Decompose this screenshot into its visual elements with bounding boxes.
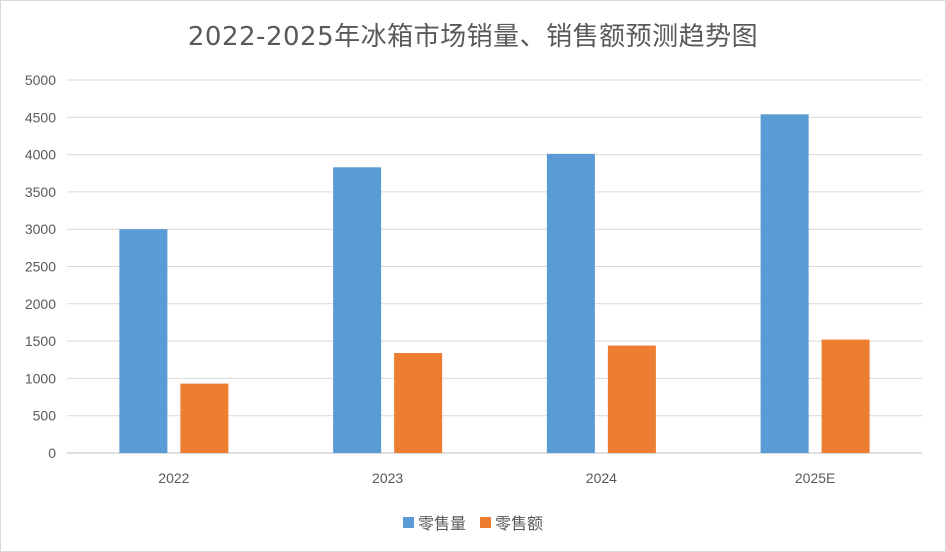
- legend-item-series-0: 零售量: [402, 510, 466, 534]
- chart-title: 2022-2025年冰箱市场销量、销售额预测趋势图: [187, 22, 759, 52]
- y-tick-label: 4000: [25, 147, 56, 163]
- legend-label-series-1: 零售额: [495, 514, 544, 533]
- y-tick-label: 2000: [25, 296, 56, 312]
- y-tick-label: 3000: [25, 221, 56, 237]
- bar-series-1: [821, 339, 870, 453]
- bar-series-0: [119, 229, 168, 453]
- x-tick-label: 2025E: [795, 470, 835, 486]
- bar-series-0: [760, 114, 809, 453]
- legend-swatch-series-1: [480, 516, 491, 528]
- bar-series-1: [607, 345, 656, 453]
- x-tick-label: 2022: [158, 470, 189, 486]
- y-tick-label: 0: [48, 445, 56, 461]
- legend-label-series-0: 零售量: [417, 514, 466, 533]
- y-tick-label: 2500: [25, 259, 56, 275]
- y-tick-label: 4500: [25, 109, 56, 125]
- x-tick-label: 2023: [372, 470, 403, 486]
- y-tick-label: 5000: [25, 72, 56, 88]
- bar-series-1: [394, 353, 443, 453]
- legend-item-series-1: 零售额: [480, 510, 543, 534]
- x-tick-label: 2024: [586, 470, 617, 486]
- bar-series-0: [546, 153, 595, 453]
- chart-legend: 零售量 零售额: [0, 510, 946, 534]
- y-tick-label: 3500: [25, 184, 56, 200]
- bar-series-0: [333, 167, 382, 454]
- legend-swatch-series-0: [402, 516, 414, 528]
- y-tick-label: 500: [33, 408, 57, 424]
- y-tick-label: 1000: [25, 370, 56, 386]
- bar-series-1: [180, 383, 229, 453]
- y-tick-label: 1500: [25, 333, 56, 349]
